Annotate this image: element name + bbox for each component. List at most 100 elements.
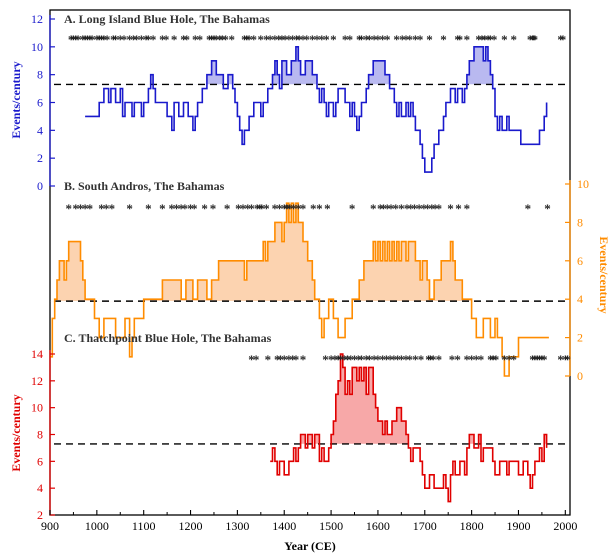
panel-a-event-marker: * [206, 32, 213, 47]
panel-c-event-marker: * [355, 352, 362, 367]
panel-a-event-marker: * [251, 32, 258, 47]
panel-a-y-tick-label: 6 [37, 96, 43, 110]
panel-c-event-marker: * [473, 352, 480, 367]
panel-a-event-marker: * [407, 32, 414, 47]
panel-c-event-marker: * [478, 352, 485, 367]
panel-b-events: * **** ** * * * * **** ** * * * **** **** ******** * * * *… [65, 201, 550, 216]
panel-c-event-marker: * [281, 352, 288, 367]
panel-b-event-marker: * [310, 201, 317, 216]
panel-a-event-marker: * [163, 32, 170, 47]
panel-b-event-marker: * [424, 201, 431, 216]
panel-b-event-marker: * [235, 201, 242, 216]
panel-a-axis: 0 2 4 6 8 10 12 [31, 12, 55, 193]
panel-b-event-marker: * [82, 201, 89, 216]
panel-c-event-marker: * [430, 352, 437, 367]
panel-a-event-marker: * [457, 32, 464, 47]
panel-c-event-marker: * [332, 352, 339, 367]
panel-b-y-tick-label: 8 [577, 215, 583, 229]
panel-b-event-marker: * [244, 201, 251, 216]
panel-c-event-marker: * [277, 352, 284, 367]
panel-c-event-marker: * [341, 352, 348, 367]
panel-b-event-marker: * [201, 201, 208, 216]
panel-a-event-marker: * [529, 32, 536, 47]
panel-b-event-marker: * [404, 201, 411, 216]
x-tick-label: 1100 [132, 519, 156, 533]
panel-c-event-marker: * [436, 352, 443, 367]
panel-b-event-marker: * [370, 201, 377, 216]
panel-a-event-marker: * [530, 32, 537, 47]
panel-a-event-marker: * [219, 32, 226, 47]
panel-c-event-marker: * [529, 352, 536, 367]
panel-c-event-marker: * [506, 352, 513, 367]
panel-a-event-marker: * [487, 32, 494, 47]
panel-c-event-marker: * [274, 352, 281, 367]
panel-a-event-marker: * [384, 32, 391, 47]
panel-c-events: ** * ****** * * ********************** * * *** * *… [248, 352, 571, 367]
panel-b-title: B. South Andros, The Bahamas [64, 179, 225, 193]
panel-c-fill [300, 354, 547, 444]
panel-a-event-marker: * [84, 32, 91, 47]
panel-a-event-marker: * [356, 32, 363, 47]
panel-b-event-marker: * [145, 201, 152, 216]
panel-a-event-marker: * [159, 32, 166, 47]
panel-c-event-marker: * [337, 352, 344, 367]
x-tick-label: 900 [41, 519, 59, 533]
panel-a-event-marker: * [371, 32, 378, 47]
panel-a-event-marker: * [527, 32, 534, 47]
panel-c-event-marker: * [454, 352, 461, 367]
panel-b-event-marker: * [173, 201, 180, 216]
panel-b-event-marker: * [324, 201, 331, 216]
panel-c-event-marker: * [375, 352, 382, 367]
panel-c-event-marker: * [286, 352, 293, 367]
panel-c-event-marker: * [412, 352, 419, 367]
panel-b-event-marker: * [272, 201, 279, 216]
panel-a-series-group [85, 45, 548, 173]
panel-a-event-marker: * [213, 32, 220, 47]
panel-b-event-marker: * [281, 201, 288, 216]
panel-c-event-marker: * [490, 352, 497, 367]
panel-c-event-marker: * [511, 352, 518, 367]
panel-a-event-marker: * [104, 32, 111, 47]
x-tick-label: 2000 [553, 519, 577, 533]
panel-a-event-marker: * [347, 32, 354, 47]
panel-a-event-marker: * [309, 32, 316, 47]
panel-a-event-marker: * [171, 32, 178, 47]
panel-b-event-marker: * [276, 201, 283, 216]
panel-c-event-marker: * [300, 352, 307, 367]
panel-a-event-marker: * [511, 32, 518, 47]
panel-b-event-marker: * [432, 201, 439, 216]
panel-c-event-marker: * [562, 352, 569, 367]
panel-a-event-marker: * [241, 32, 248, 47]
panel-a-event-marker: * [440, 32, 447, 47]
panel-a-event-marker: * [246, 32, 253, 47]
panel-a-event-marker: * [393, 32, 400, 47]
panel-a-fill [85, 46, 547, 85]
panel-c-axis: 2 4 6 8 10 12 14 [31, 347, 55, 522]
panel-a-event-marker: * [73, 32, 80, 47]
panel-b-event-marker: * [377, 201, 384, 216]
panel-a-event-marker: * [303, 32, 310, 47]
panel-a-event-marker: * [197, 32, 204, 47]
panel-c-event-marker: * [322, 352, 329, 367]
panel-b-event-marker: * [455, 201, 462, 216]
panel-b: * * * * * * * * * * * * * * * * * * * * * * * * * * * * * * * * * * * * * * * *… [50, 177, 610, 383]
panel-a-event-marker: * [184, 32, 191, 47]
panel-a-event-marker: * [89, 32, 96, 47]
panel-a-event-marker: * [399, 32, 406, 47]
panel-c-y-tick-label: 8 [37, 428, 43, 442]
x-tick-label: 1500 [319, 519, 343, 533]
panel-a-event-marker: * [330, 32, 337, 47]
panel-a-event-marker: * [532, 32, 539, 47]
panel-a-y-tick-label: 8 [37, 68, 43, 82]
panel-a-series-line [85, 45, 548, 173]
x-axis-label: Year (CE) [284, 539, 335, 553]
panel-a-events: ************** **** ******* ** * ** ** ******* *… [68, 32, 566, 47]
panel-a-event-marker: * [117, 32, 124, 47]
panel-b-event-marker: * [384, 201, 391, 216]
panel-c-event-marker: * [351, 352, 358, 367]
panel-a-event-marker: * [501, 32, 508, 47]
panel-a-event-marker: * [98, 32, 105, 47]
panel-b-event-marker: * [464, 201, 471, 216]
panel-b-event-marker: * [254, 201, 261, 216]
panel-a-event-marker: * [403, 32, 410, 47]
